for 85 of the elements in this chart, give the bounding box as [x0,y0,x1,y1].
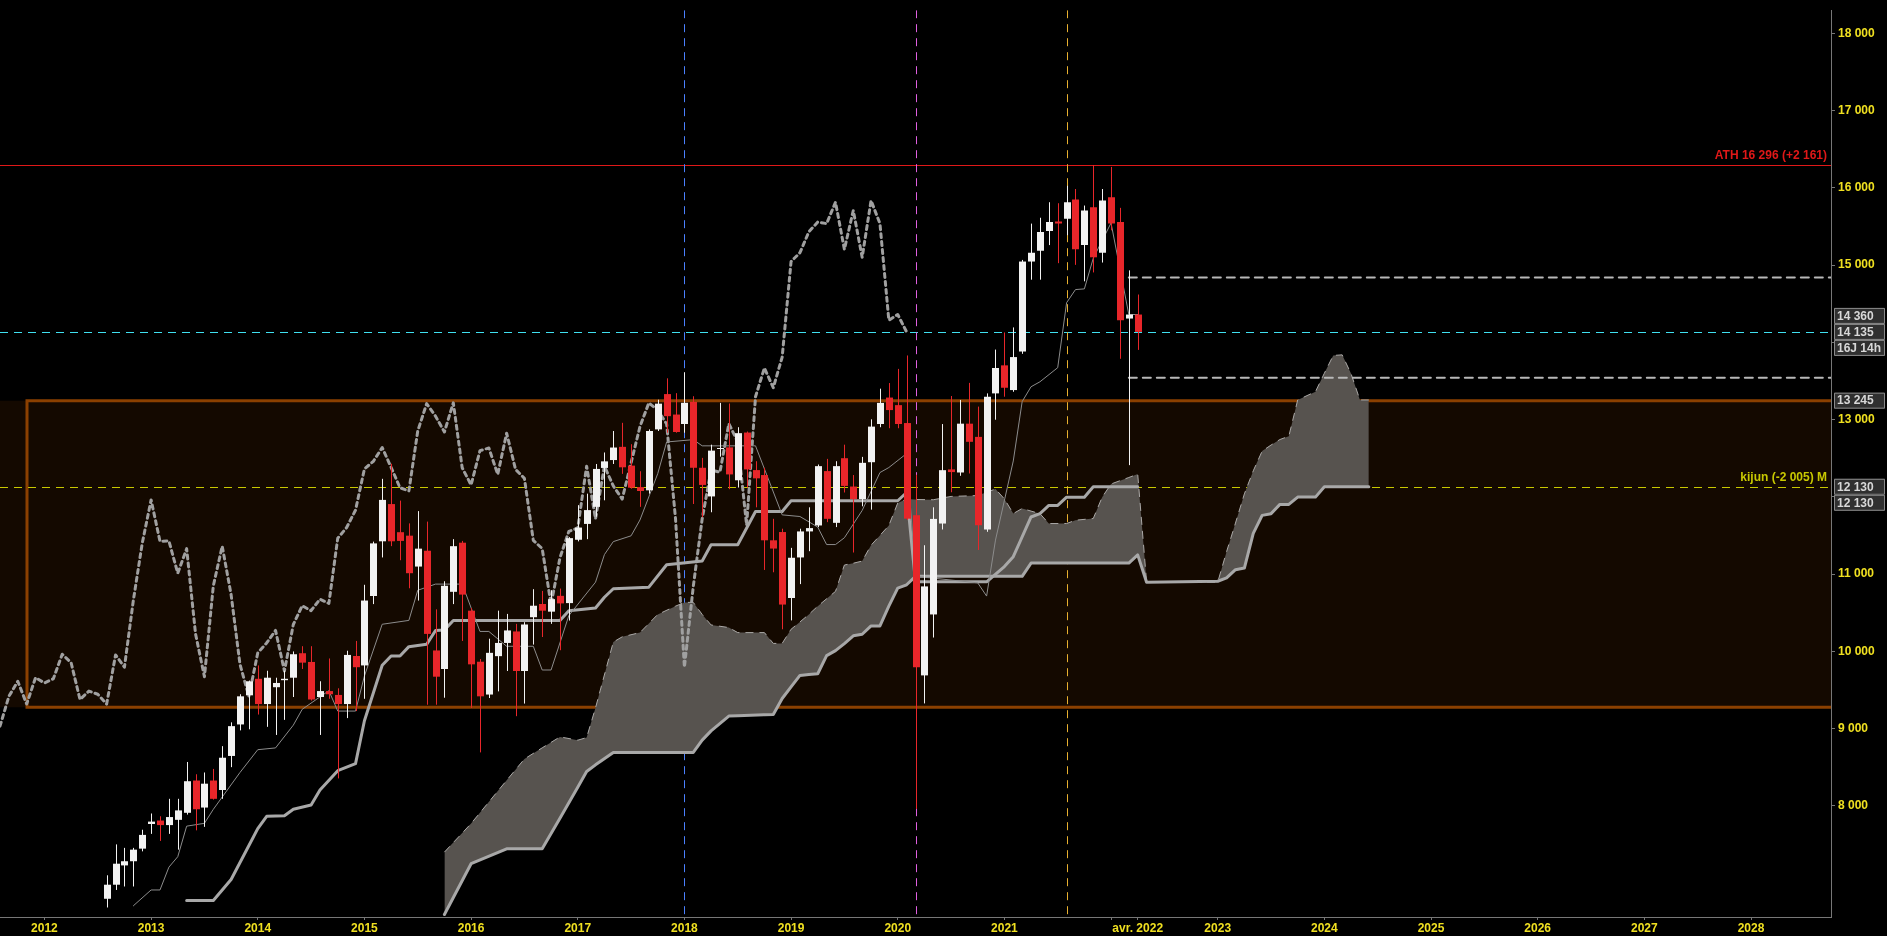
candlestick [504,613,511,672]
y-tick-label: 18 000 [1838,25,1876,40]
candlestick [664,377,671,434]
candlestick [397,500,404,561]
candlestick [1028,223,1035,281]
x-tick-label: 2028 [1737,920,1765,935]
candlestick [175,798,182,851]
candlestick [353,640,360,712]
y-tick-label: 13 000 [1838,411,1876,426]
y-tick-label: 15 000 [1838,257,1876,272]
x-tick-label: 2026 [1524,920,1552,935]
candlestick [1046,201,1053,246]
candlestick [895,368,902,429]
candlestick [1064,185,1071,236]
x-tick-label: 2013 [137,920,165,935]
text: 16J 14h [1837,340,1882,355]
candlestick [628,443,635,490]
candlestick [273,677,280,736]
x-tick-label: avr. 2022 [1112,920,1164,935]
y-tick-label: 8 000 [1838,798,1869,813]
candlestick [770,518,777,573]
candlestick [673,392,680,434]
y-tick-label: 17 000 [1838,102,1876,117]
candlestick [584,493,591,540]
candlestick [415,510,422,602]
x-tick-label: 2017 [564,920,592,935]
candlestick [335,687,342,779]
y-tick-label: 10 000 [1838,643,1876,658]
candlestick [575,504,582,542]
ref-line-label: ATH 16 296 (+2 161) [1714,148,1827,163]
candlestick [495,610,502,692]
candlestick [717,402,724,458]
candlestick [1037,217,1044,281]
candlestick [299,645,306,670]
candlestick [210,768,217,801]
candlestick [166,798,173,835]
text: 14 360 [1837,308,1875,323]
x-tick-label: 2027 [1630,920,1659,935]
candlestick [877,388,884,428]
candlestick [619,422,626,475]
x-tick-label: 2014 [244,920,272,935]
candlestick [130,847,137,887]
candlestick [290,650,297,698]
annotation: 13 245 [1837,393,1875,408]
annotation: 12 130 [1837,479,1875,494]
candlestick [557,588,564,651]
candlestick [201,771,208,828]
text: 12 130 [1837,495,1875,510]
x-tick-label: 2019 [777,920,805,935]
candlestick [637,470,644,508]
y-tick-label: 9 000 [1838,720,1869,735]
candlestick [610,430,617,465]
candlestick [966,382,973,474]
candlestick [548,589,555,625]
candlestick [530,588,537,646]
x-tick-label: 2015 [351,920,379,935]
candlestick [850,474,857,553]
annotation: 14 135 [1837,324,1875,339]
candlestick [806,506,813,552]
candlestick [317,680,324,736]
candlestick [1001,331,1008,398]
y-tick-label: 11 000 [1838,566,1875,581]
candlestick [601,451,608,501]
ref-line-label: kijun (-2 005) M [1740,470,1827,485]
candlestick [539,590,546,638]
candlestick [139,829,146,852]
x-tick-label: 2024 [1311,920,1339,935]
x-tick-label: 2023 [1204,920,1232,935]
x-tick-label: 2012 [31,920,59,935]
candlestick [246,680,253,730]
candlestick [1055,202,1062,264]
x-tick-label: 2021 [991,920,1019,935]
candlestick [104,874,111,908]
y-tick-label: 16 000 [1838,180,1876,195]
candlestick [1135,294,1142,351]
candlestick [699,457,706,518]
candlestick [326,657,333,700]
candlestick [1126,269,1133,466]
x-tick-label: 2025 [1417,920,1445,935]
candlestick [681,371,688,434]
candlestick [948,395,955,493]
x-tick-label: 2018 [671,920,699,935]
x-tick-label: 2020 [884,920,912,935]
candlestick [886,382,893,429]
x-tick-label: 2016 [457,920,485,935]
